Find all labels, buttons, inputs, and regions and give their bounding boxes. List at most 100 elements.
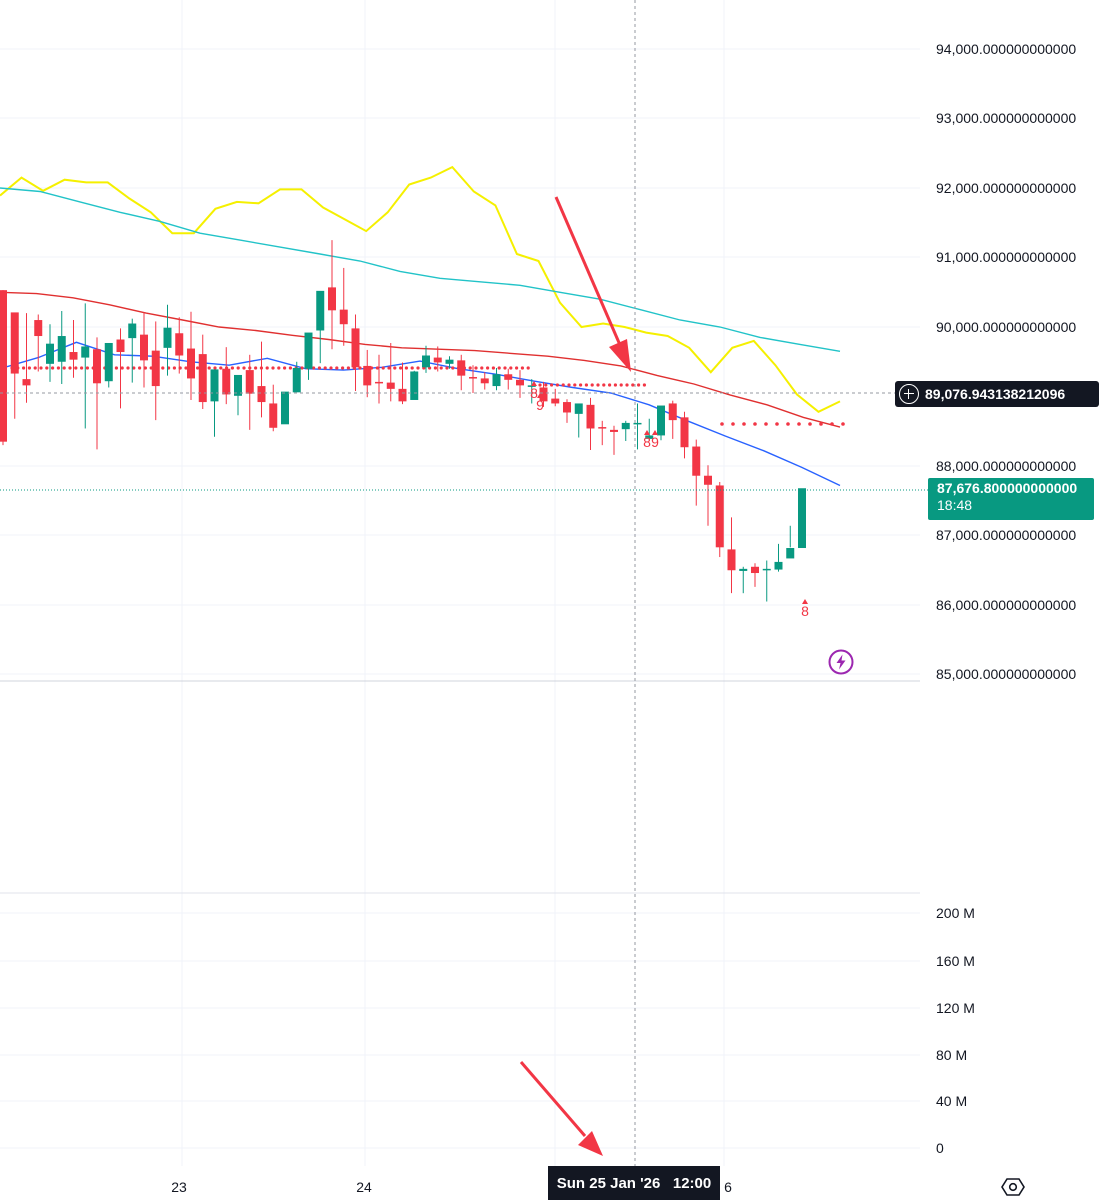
candle xyxy=(751,563,759,587)
support-dot xyxy=(433,366,437,370)
candle-body xyxy=(386,382,395,389)
support-dot xyxy=(584,383,589,387)
candle xyxy=(516,370,524,398)
candle xyxy=(34,314,43,372)
candle xyxy=(680,411,689,459)
volume-axis: 200 M 160 M 120 M 80 M 40 M 0 xyxy=(936,905,975,1156)
candle xyxy=(210,369,219,437)
candle-body xyxy=(257,386,266,403)
candle-body xyxy=(151,350,160,387)
volume-axis-label: 120 M xyxy=(936,1000,975,1016)
support-dot xyxy=(323,366,327,370)
candle xyxy=(727,517,736,594)
support-dot xyxy=(196,366,200,370)
candle xyxy=(410,370,419,400)
support-dot xyxy=(590,383,594,387)
support-dot xyxy=(520,366,525,370)
candle-body xyxy=(457,360,466,376)
moving-average-line xyxy=(0,291,841,428)
support-dot xyxy=(329,366,333,370)
support-dot xyxy=(132,366,136,370)
candle-body xyxy=(46,343,54,364)
candle-body xyxy=(22,379,31,386)
candle xyxy=(328,240,336,350)
support-dot xyxy=(114,366,118,370)
support-dot xyxy=(474,366,478,370)
support-dot xyxy=(242,366,246,370)
candle xyxy=(739,566,748,594)
candle-body xyxy=(433,357,442,363)
candle-body xyxy=(668,403,677,421)
time-axis-label: 24 xyxy=(356,1179,372,1195)
support-dot xyxy=(399,366,403,370)
candle xyxy=(351,314,360,391)
price-axis-label: 90,000.000000000000 xyxy=(936,319,1076,335)
signal-triangle xyxy=(644,430,650,435)
candlesticks[interactable] xyxy=(0,240,806,602)
support-dot xyxy=(561,383,565,387)
candle xyxy=(633,403,642,450)
support-dot xyxy=(509,366,513,370)
support-dot xyxy=(468,366,472,370)
candle xyxy=(257,341,266,418)
candle-body xyxy=(0,290,7,442)
support-dot xyxy=(85,366,89,370)
plus-circle-icon[interactable] xyxy=(899,384,919,404)
support-dot xyxy=(74,366,78,370)
candle xyxy=(57,311,66,384)
grid-lines xyxy=(0,0,920,1166)
candle xyxy=(116,328,125,409)
candle xyxy=(774,543,783,572)
candle-body xyxy=(798,488,806,549)
support-dot xyxy=(393,366,397,370)
crosshair-price-tag[interactable]: 89,076.943138212096 xyxy=(895,381,1099,407)
candle-body xyxy=(281,391,289,425)
candle-body xyxy=(633,422,642,425)
gear-icon[interactable] xyxy=(1001,1176,1025,1198)
candle-body xyxy=(786,548,795,559)
candle xyxy=(269,384,278,432)
support-dot xyxy=(80,366,84,370)
support-dot xyxy=(254,366,258,370)
candle xyxy=(281,391,289,425)
signal-count: 8 xyxy=(530,385,538,401)
candle-body xyxy=(128,323,137,339)
support-dot xyxy=(555,383,560,387)
candle-body xyxy=(739,568,748,571)
support-dot xyxy=(271,366,275,370)
moving-average-line xyxy=(0,165,841,413)
candle-body xyxy=(527,385,536,387)
support-dot xyxy=(22,366,26,370)
candle-body xyxy=(492,374,501,387)
candle-body xyxy=(680,417,689,448)
support-dot xyxy=(381,366,385,370)
support-dot xyxy=(451,366,455,370)
support-dot xyxy=(219,366,223,370)
support-dot xyxy=(819,422,823,426)
candle xyxy=(81,303,90,429)
candle xyxy=(504,368,513,390)
lightning-bolt-icon[interactable] xyxy=(828,649,854,675)
candle-body xyxy=(410,371,419,400)
candle-body xyxy=(328,287,336,311)
candle xyxy=(551,388,560,407)
candle xyxy=(786,525,795,559)
candle xyxy=(715,481,724,558)
candle xyxy=(128,318,137,383)
support-dot xyxy=(491,366,495,370)
candle xyxy=(198,334,207,410)
support-dot xyxy=(642,383,647,387)
support-dot xyxy=(300,366,304,370)
support-dot xyxy=(613,383,618,387)
support-dot xyxy=(480,366,484,370)
time-axis-label: 23 xyxy=(171,1179,187,1195)
signal-markers: 898 98 xyxy=(530,381,809,619)
candle xyxy=(527,379,536,404)
candle-body xyxy=(398,388,407,402)
support-dot xyxy=(68,366,72,370)
candle xyxy=(704,465,712,526)
candle xyxy=(621,420,630,441)
candle-body xyxy=(375,381,383,384)
candle xyxy=(46,324,54,382)
